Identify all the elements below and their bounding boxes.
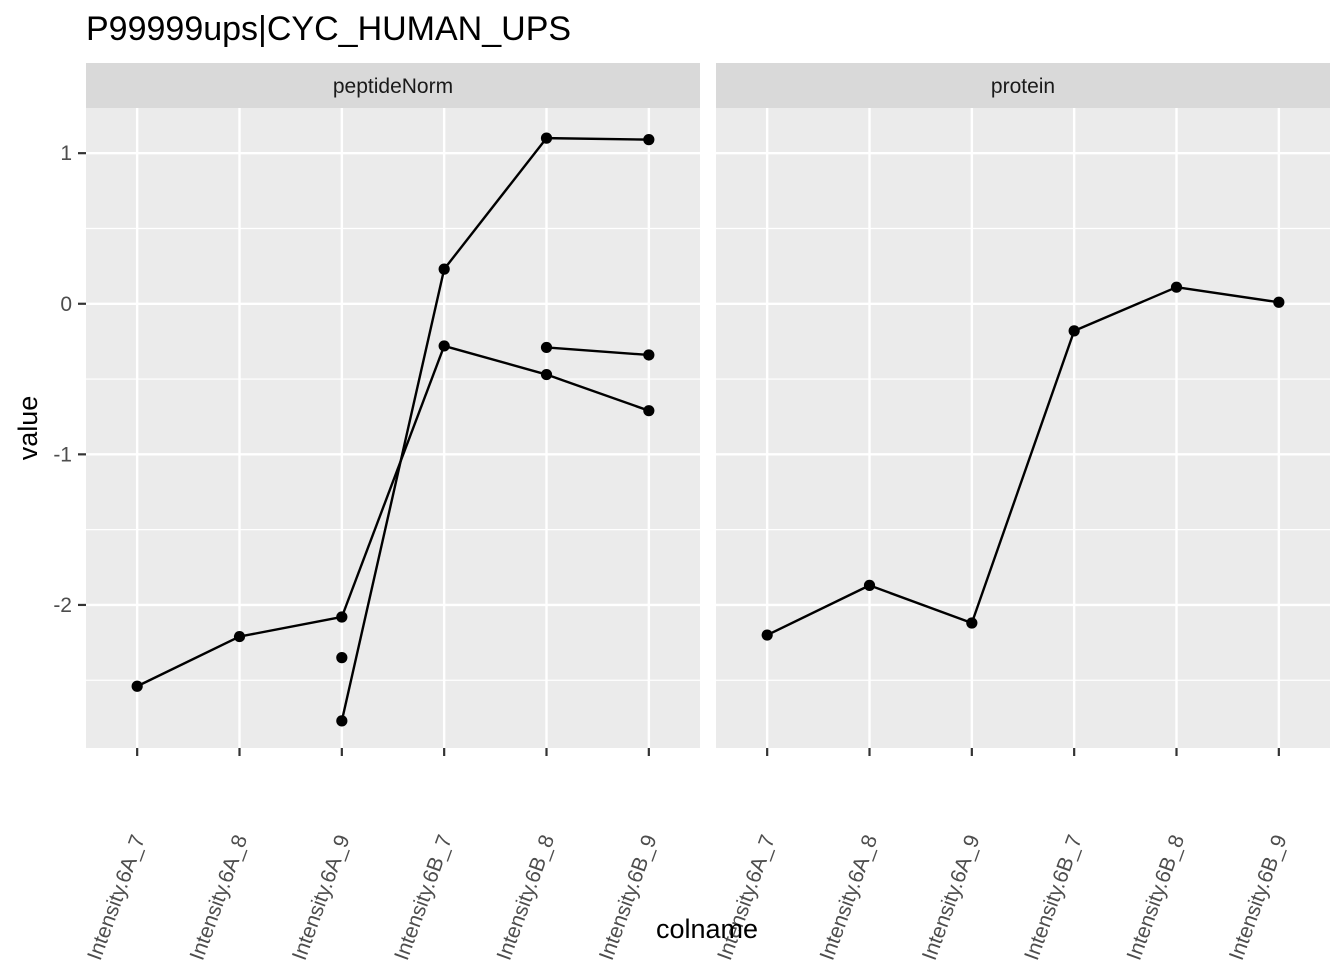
series-line-segment — [1073, 286, 1177, 332]
facet-strip-protein — [716, 63, 1330, 108]
series-line-segment — [443, 344, 547, 376]
data-point — [336, 715, 348, 727]
y-tick-label: 0 — [60, 293, 72, 316]
data-point — [643, 349, 655, 361]
data-point — [438, 263, 450, 275]
x-tick-label: Intensity.6B_8 — [493, 832, 560, 960]
series-line-segment — [340, 345, 446, 618]
facet-label-peptidenorm: peptideNorm — [333, 75, 453, 98]
data-point — [233, 630, 246, 643]
data-point — [438, 340, 450, 352]
data-point — [966, 617, 978, 629]
data-point — [863, 579, 876, 591]
data-point — [1170, 281, 1183, 293]
series-line-segment — [869, 584, 973, 625]
data-point — [761, 629, 773, 641]
series-line-segment — [443, 137, 548, 270]
data-point — [643, 134, 655, 146]
grid-layer — [86, 108, 1330, 748]
series-line-segment — [239, 615, 343, 638]
x-axis-title: colname — [656, 914, 758, 944]
x-tick-label: Intensity.6B_7 — [1020, 832, 1087, 960]
data-point — [336, 611, 348, 623]
data-point — [540, 368, 553, 381]
series-layer — [131, 132, 1285, 727]
data-point — [1068, 325, 1080, 337]
series-line-segment — [970, 330, 1076, 624]
y-axis-title: value — [13, 396, 43, 461]
facet-label-protein: protein — [991, 75, 1055, 98]
panel-bg-peptidenorm — [86, 108, 700, 748]
x-tick-label: Intensity.6A_7 — [83, 832, 150, 960]
series-line-segment — [136, 635, 241, 688]
data-point — [540, 341, 553, 354]
series-line-segment — [546, 136, 649, 141]
x-tick-label: Intensity.6A_9 — [288, 832, 355, 960]
data-point — [131, 680, 143, 692]
data-point — [540, 132, 553, 144]
facet-strip-peptidenorm — [86, 63, 700, 108]
x-tick-label: Intensity.6B_9 — [1225, 832, 1292, 960]
data-point — [336, 652, 348, 664]
series-line-segment — [340, 268, 446, 722]
x-tick-label: Intensity.6A_8 — [816, 832, 883, 960]
series-line-segment — [546, 373, 650, 412]
x-tick-label: Intensity.6A_9 — [918, 832, 985, 960]
x-tick-label: Intensity.6A_8 — [186, 832, 253, 960]
data-point — [643, 405, 655, 417]
x-tick-label: Intensity.6B_7 — [390, 832, 457, 960]
series-line-segment — [546, 346, 649, 357]
y-tick-label: 1 — [60, 142, 72, 165]
y-tick-label: -1 — [53, 443, 72, 466]
data-point — [1273, 296, 1285, 308]
y-tick-label: -2 — [53, 594, 72, 617]
chart-title: P99999ups|CYC_HUMAN_UPS — [86, 10, 571, 48]
x-tick-label: Intensity.6B_9 — [595, 832, 662, 960]
series-line-segment — [1176, 286, 1280, 304]
x-tick-label: Intensity.6B_8 — [1123, 832, 1190, 960]
panel-bg-protein — [716, 108, 1330, 748]
series-line-segment — [766, 584, 871, 637]
